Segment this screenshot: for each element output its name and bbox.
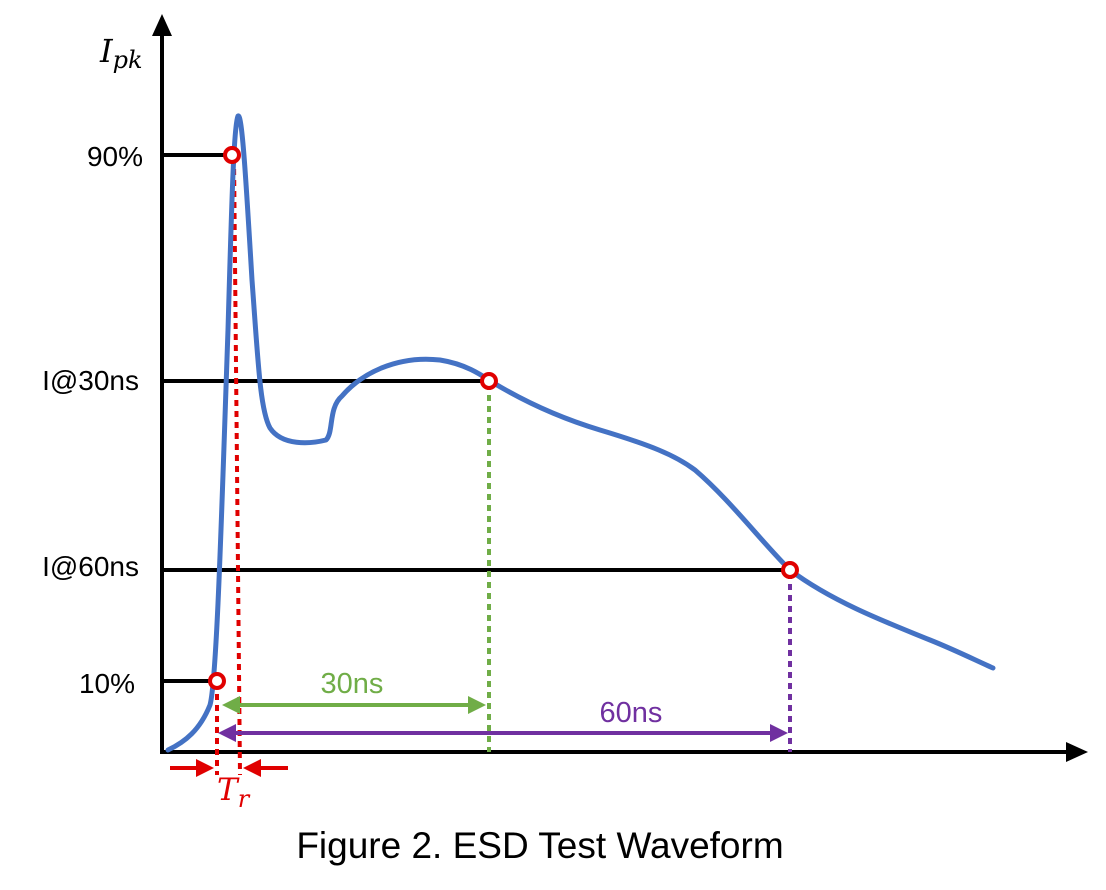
rise-time-label-main: T: [217, 772, 240, 808]
label-60ns: 60ns: [600, 697, 663, 729]
y-axis-title-sub: pk: [113, 46, 143, 74]
y-axis-title: Ipk: [99, 32, 143, 74]
rise-time-label: Tr: [217, 772, 251, 813]
rise-arrow-left-head: [196, 759, 214, 777]
level-label-90pct: 90%: [87, 141, 143, 172]
marker-10pct: [208, 672, 226, 690]
label-30ns: 30ns: [321, 668, 384, 700]
rise-arrow-right-head: [243, 759, 261, 777]
arrow-30ns-head-right: [468, 696, 486, 714]
arrow-30ns-head-left: [222, 696, 240, 714]
rise-guide-90pct: [232, 157, 242, 776]
marker-i30: [480, 372, 498, 390]
esd-current-waveform: [165, 113, 996, 753]
arrow-60ns-head-left: [218, 724, 236, 742]
level-label-i60: I@60ns: [42, 551, 139, 582]
y-axis-title-main: I: [99, 32, 114, 70]
arrow-60ns-head-right: [770, 724, 788, 742]
y-axis-arrowhead: [152, 14, 172, 36]
rise-time-label-sub: r: [238, 785, 251, 813]
x-axis-arrowhead: [1066, 742, 1088, 762]
level-label-10pct: 10%: [79, 668, 135, 699]
marker-i60: [781, 561, 799, 579]
marker-90pct: [223, 146, 241, 164]
level-label-i30: I@30ns: [42, 365, 139, 396]
figure-caption: Figure 2. ESD Test Waveform: [296, 825, 783, 866]
